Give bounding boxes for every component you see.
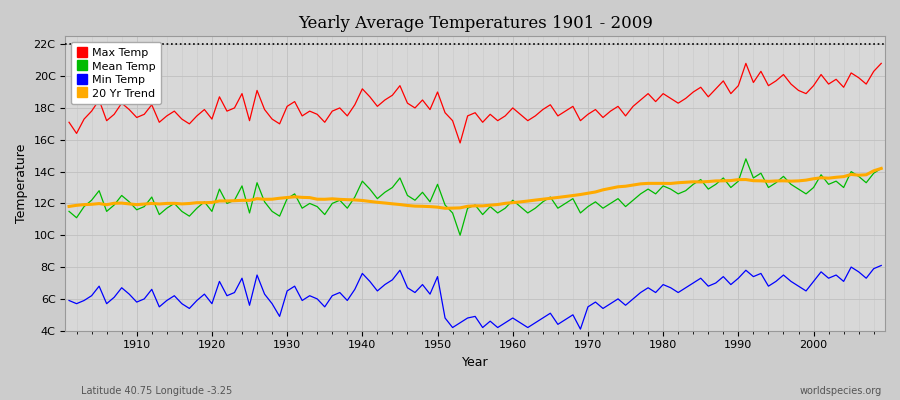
Text: Latitude 40.75 Longitude -3.25: Latitude 40.75 Longitude -3.25 <box>81 386 232 396</box>
Title: Yearly Average Temperatures 1901 - 2009: Yearly Average Temperatures 1901 - 2009 <box>298 15 652 32</box>
Y-axis label: Temperature: Temperature <box>15 144 28 223</box>
X-axis label: Year: Year <box>462 356 489 369</box>
Text: worldspecies.org: worldspecies.org <box>800 386 882 396</box>
Legend: Max Temp, Mean Temp, Min Temp, 20 Yr Trend: Max Temp, Mean Temp, Min Temp, 20 Yr Tre… <box>71 42 161 104</box>
